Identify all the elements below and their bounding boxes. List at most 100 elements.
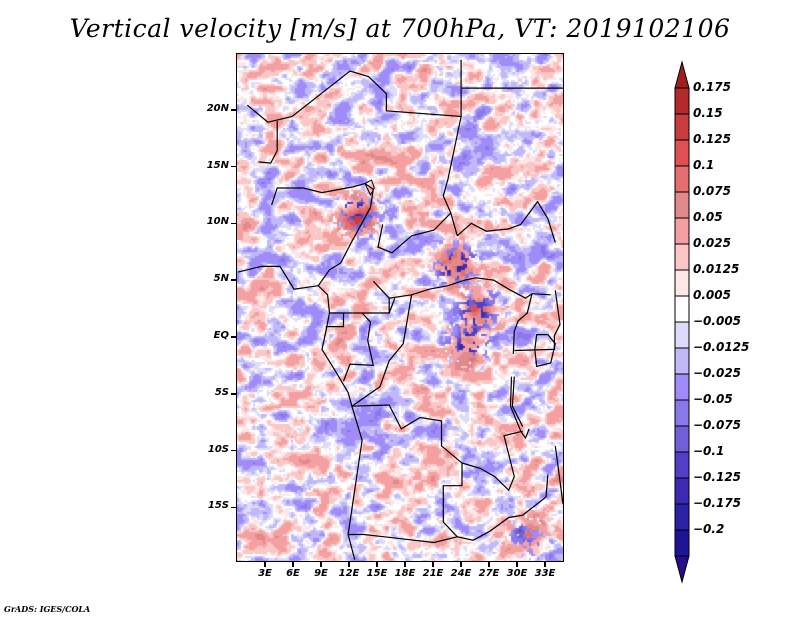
country-border-line [317,189,374,287]
x-tick-label: 9E [314,568,328,579]
colorbar-box [674,243,690,271]
x-tick-label: 30E [506,568,528,579]
country-border-line [554,445,563,506]
colorbar-box [674,347,690,375]
x-tick-mark [432,562,434,567]
y-tick-label: 15N [206,159,229,171]
colorbar-box [674,373,690,401]
colorbar-level-label: 0.005 [693,288,731,302]
country-border-line [442,116,462,236]
y-tick-mark [231,393,236,395]
x-tick-label: 6E [286,568,300,579]
country-border-line [514,290,561,352]
colorbar-level-label: −0.175 [693,496,742,510]
country-border-line [512,293,533,354]
colorbar-level-label: −0.075 [693,418,742,432]
lake-chad-outline [364,179,375,196]
x-tick-label: 27E [478,568,500,579]
country-border-line [348,485,462,544]
y-tick-mark [231,449,236,452]
colorbar-level-label: 0.1 [693,158,715,172]
x-tick-label: 15E [366,568,388,579]
y-tick-label: 15S [207,500,229,512]
country-borders [237,59,563,560]
country-border-line [246,59,462,123]
y-tick-mark [231,279,236,281]
colorbar-box [674,399,690,427]
country-border-line [351,294,413,407]
colorbar-level-label: 0.025 [693,236,731,250]
x-tick-mark [348,562,350,567]
colorbar-box [674,113,690,141]
colorbar-box [674,451,690,479]
country-border-line [511,376,524,427]
colorbar-box [674,503,690,531]
colorbar-box [674,321,690,349]
colorbar-box [674,269,690,297]
x-tick-label: 33E [534,568,556,579]
map-frame [236,53,564,562]
vertical-velocity-field [237,54,563,561]
colorbar-box [674,217,690,245]
colorbar-level-label: 0.125 [693,132,731,146]
colorbar-level-label: −0.0125 [693,340,750,354]
colorbar-box [674,87,690,115]
country-border-line [342,312,375,382]
country-border-line [457,474,549,541]
colorbar-bottom-triangle [674,555,690,584]
colorbar-level-label: −0.2 [693,522,725,536]
colorbar-box [674,477,690,505]
country-border-line [509,376,530,440]
country-border-line [377,212,452,254]
y-tick-mark [231,336,236,338]
colorbar-level-label: −0.1 [693,444,725,458]
colorbar-level-label: 0.0125 [693,262,740,276]
colorbar-box [674,529,690,557]
x-tick-mark [292,562,294,567]
colorbar-box [674,425,690,453]
colorbar-level-label: −0.005 [693,314,742,328]
x-tick-label: 24E [450,568,472,579]
colorbar-box [674,165,690,193]
colorbar-top-triangle [674,60,690,89]
y-tick-label: 5S [214,386,229,398]
country-border-line [237,265,363,560]
y-tick-mark [231,506,236,509]
x-tick-mark [488,562,490,567]
lake-victoria-outline [534,334,556,368]
x-tick-label: 21E [422,568,444,579]
country-border-line [271,182,374,206]
y-tick-mark [231,222,236,225]
x-tick-label: 12E [338,568,360,579]
colorbar-level-label: −0.025 [693,366,742,380]
x-tick-mark [460,562,462,567]
colorbar-level-label: 0.15 [693,106,723,120]
x-tick-mark [544,562,546,567]
colorbar-level-label: −0.125 [693,470,742,484]
colorbar-level-label: 0.05 [693,210,723,224]
colorbar-level-label: 0.075 [693,184,731,198]
country-border-line [258,121,278,164]
y-tick-label: 10S [207,443,229,455]
x-tick-label: 3E [258,568,272,579]
colorbar-box [674,139,690,167]
x-tick-mark [320,562,322,567]
y-tick-label: 10N [206,216,229,228]
colorbar-box [674,295,690,323]
y-tick-label: 20N [206,102,229,114]
colorbar-box [674,191,690,219]
x-tick-mark [404,562,406,567]
colorbar-level-label: 0.175 [693,80,731,94]
chart-title: Vertical velocity [m/s] at 700hPa, VT: 2… [69,14,731,43]
country-border-line [456,200,556,243]
country-border-line [325,313,345,328]
country-border-line [388,297,396,314]
x-tick-mark [516,562,518,567]
y-tick-label: 5N [213,273,229,285]
x-tick-mark [264,562,266,567]
x-tick-mark [376,562,378,567]
y-tick-mark [231,109,236,111]
y-tick-mark [231,165,236,168]
colorbar-level-label: −0.05 [693,392,733,406]
